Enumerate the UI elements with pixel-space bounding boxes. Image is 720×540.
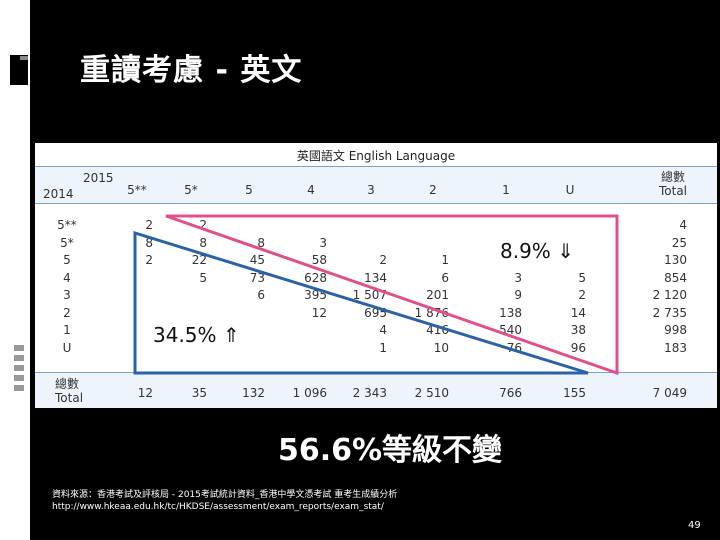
column-header-2: 5	[245, 183, 253, 197]
table-cell: 45	[249, 253, 265, 267]
year-2015-label: 2015	[83, 171, 114, 185]
table-cell: 38	[570, 323, 586, 337]
footer-cell: 766	[499, 386, 522, 400]
source-line-2: http://www.hkeaa.edu.hk/tc/HKDSE/assessm…	[52, 502, 384, 512]
blue-improve-triangle	[133, 230, 589, 375]
total-column-header: 總數 Total	[658, 170, 688, 198]
table-cell: 12	[311, 305, 327, 320]
footer-cell: 1 096	[292, 386, 327, 400]
footer-cell: 155	[563, 386, 586, 400]
table-cell: 1	[441, 253, 449, 267]
column-header-6: 1	[502, 183, 510, 197]
source-line-1: 資料來源：香港考試及評核局 - 2015考試統計資料_香港中學文憑考試 重考生成…	[52, 490, 398, 500]
decor-small-square-icon	[20, 56, 28, 60]
row-total: 2 735	[652, 305, 687, 320]
source-note: 資料來源：香港考試及評核局 - 2015考試統計資料_香港中學文憑考試 重考生成…	[52, 489, 397, 513]
table-cell: 201	[426, 288, 449, 302]
table-cell: 8	[199, 235, 207, 250]
table-cell: 96	[570, 340, 586, 355]
table-cell: 8	[145, 235, 153, 250]
column-header-1: 5*	[184, 183, 198, 197]
results-table: 英國語文 English Language 2015 2014 5** 5* 5 4 3…	[35, 143, 717, 408]
row-label: 4	[63, 270, 71, 285]
row-label: U	[62, 340, 72, 355]
table-cell: 6	[257, 288, 265, 302]
table-cell: 5	[578, 270, 586, 285]
column-header-4: 3	[367, 183, 375, 197]
declined-annotation: 8.9% ⇓	[500, 239, 574, 263]
column-header-5: 2	[429, 183, 437, 197]
row-label: 1	[63, 323, 71, 337]
table-cell: 9	[514, 288, 522, 302]
row-total: 998	[664, 323, 687, 337]
table-header-row: 2015 2014 5** 5* 5 4 3 2 1 U 總數 Total	[35, 166, 717, 204]
column-header-0: 5**	[127, 183, 147, 197]
footer-label: 總數 Total	[55, 377, 84, 405]
table-cell: 1	[379, 340, 387, 355]
table-cell: 134	[364, 270, 387, 285]
footer-cell: 2 510	[414, 386, 449, 400]
table-cell: 4	[379, 323, 387, 337]
row-total: 2 120	[652, 288, 687, 302]
column-header-3: 4	[307, 183, 315, 197]
unchanged-note: 56.6%等級不變	[277, 433, 503, 468]
row-label: 5	[63, 253, 71, 267]
left-decor-bar	[0, 0, 30, 540]
table-cell: 10	[433, 340, 449, 355]
year-2014-label: 2014	[43, 187, 74, 201]
table-cell: 628	[304, 270, 327, 285]
table-cell: 6	[441, 270, 449, 285]
improved-annotation: 34.5% ⇑	[153, 323, 240, 347]
column-header-7: U	[565, 183, 575, 197]
row-total: 183	[664, 340, 687, 355]
footer-cell: 132	[242, 386, 265, 400]
footer-total: 7 049	[652, 386, 687, 400]
table-cell: 2	[199, 218, 207, 232]
table-cell: 2	[145, 218, 153, 232]
slide-title: 重讀考慮 - 英文	[80, 53, 303, 88]
decor-ticks	[14, 345, 24, 395]
footer-cell: 35	[191, 386, 207, 400]
pink-decline-triangle	[165, 214, 619, 376]
row-total: 130	[664, 253, 687, 267]
footer-cell: 2 343	[352, 386, 387, 400]
row-label: 2	[63, 305, 71, 320]
footer-cell: 12	[137, 386, 153, 400]
table-cell: 1 876	[414, 305, 449, 320]
table-cell: 5	[199, 270, 207, 285]
row-label: 3	[63, 288, 71, 302]
table-cell: 2	[145, 253, 153, 267]
table-cell: 138	[499, 305, 522, 320]
decor-square-icon	[10, 55, 28, 85]
table-cell: 3	[319, 235, 327, 250]
down-arrow-icon: ⇓	[557, 239, 574, 263]
table-cell: 14	[570, 305, 586, 320]
table-title: 英國語文 English Language	[296, 149, 456, 163]
table-cell: 2	[379, 253, 387, 267]
table-cell: 2	[578, 288, 586, 302]
table-cell: 8	[257, 235, 265, 250]
row-total: 854	[664, 270, 687, 285]
table-cell: 3	[514, 270, 522, 285]
up-arrow-icon: ⇑	[222, 323, 240, 347]
table-cell: 58	[311, 253, 327, 267]
row-label: 5*	[60, 235, 74, 250]
row-label: 5**	[57, 218, 77, 232]
table-cell: 73	[249, 270, 265, 285]
page-number: 49	[688, 520, 701, 531]
row-total: 25	[671, 235, 687, 250]
table-cell: 416	[426, 323, 449, 337]
row-total: 4	[679, 218, 687, 232]
table-cell: 22	[191, 253, 207, 267]
